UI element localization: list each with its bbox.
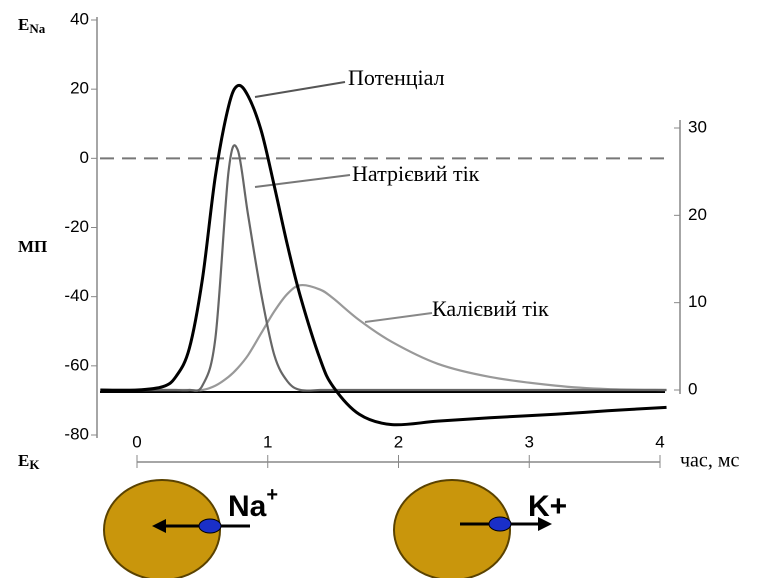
x-label: час, мс [680, 450, 739, 472]
y-tick-label: 20 [70, 79, 89, 98]
y2-tick-label: 10 [688, 292, 707, 311]
annotation: Натрієвий тік [352, 161, 480, 186]
ion-label: Na+ [228, 484, 278, 523]
y-tick-label: 0 [80, 148, 89, 167]
pointer [255, 82, 345, 97]
y-tick-label: -60 [64, 355, 89, 374]
y-tick-label: -80 [64, 424, 89, 443]
y-label: МП [18, 237, 47, 256]
pointer [255, 175, 350, 187]
y-tick-label: -40 [64, 286, 89, 305]
x-tick-label: 1 [263, 432, 272, 451]
ion-label: K+ [528, 490, 567, 523]
x-tick-label: 3 [525, 432, 534, 451]
x-tick-label: 2 [394, 432, 403, 451]
top-label: ENa [18, 15, 46, 36]
ion-diagram [104, 480, 552, 578]
annotation: Потенціал [348, 65, 445, 90]
series-line [100, 85, 666, 425]
annotation: Калієвий тік [432, 296, 549, 321]
x-tick-label: 0 [132, 432, 141, 451]
y2-tick-label: 0 [688, 379, 697, 398]
x-tick-label: 4 [655, 432, 664, 451]
bottom-label: EK [18, 451, 40, 472]
y2-tick-label: 20 [688, 205, 707, 224]
y-tick-label: 40 [70, 9, 89, 28]
y-tick-label: -20 [64, 217, 89, 236]
series-line [100, 285, 666, 390]
chart: ENa МП EK час, мс Потенціал Натрієвий ті… [0, 0, 776, 578]
pointer [365, 313, 432, 322]
y2-tick-label: 30 [688, 117, 707, 136]
